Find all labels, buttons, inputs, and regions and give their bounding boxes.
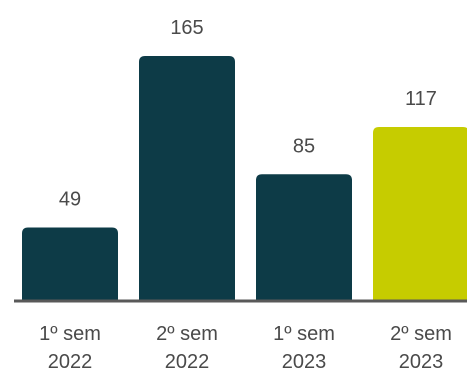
category-label-2-line-0: 1º sem	[273, 323, 335, 345]
bar-3	[373, 126, 467, 300]
value-label-0: 49	[59, 189, 81, 211]
bar-2	[256, 174, 352, 300]
category-label-1-line-0: 2º sem	[156, 323, 218, 345]
category-labels-group: 1º sem 2022 2º sem 2022 1º sem 2023 2º sem 2023	[39, 323, 452, 373]
category-label-3-line-0: 2º sem	[390, 323, 452, 345]
category-label-0-line-1: 2022	[48, 351, 93, 373]
bar-0	[22, 227, 118, 300]
category-label-1-line-1: 2022	[165, 351, 210, 373]
category-label-0-line-0: 1º sem	[39, 323, 101, 345]
value-label-3: 117	[405, 88, 437, 110]
value-labels-group: 49 165 85 117	[59, 17, 437, 211]
category-label-3-line-1: 2023	[399, 351, 444, 373]
category-label-2-line-1: 2023	[282, 351, 327, 373]
bars-group	[22, 56, 467, 300]
bar-1	[139, 56, 235, 300]
value-label-1: 165	[170, 17, 203, 39]
value-label-2: 85	[293, 135, 315, 157]
